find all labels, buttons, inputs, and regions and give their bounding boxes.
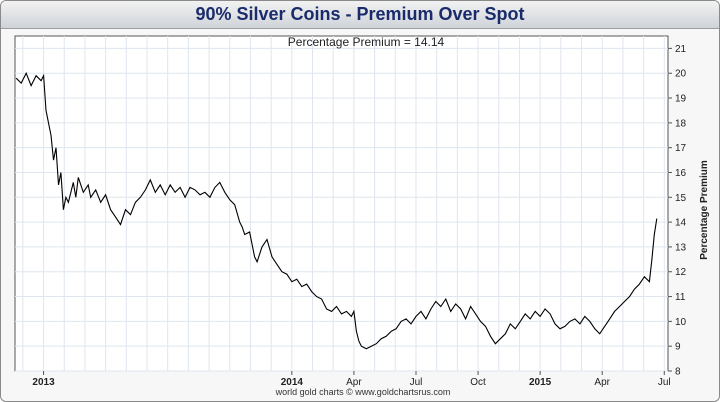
x-tick-label: 2015 bbox=[529, 377, 552, 388]
y-tick-label: 11 bbox=[675, 292, 686, 303]
x-tick-label: Oct bbox=[470, 377, 486, 388]
y-tick-label: 9 bbox=[675, 342, 681, 353]
y-axis: 8 9 10 11 12 13 14 15 16 17 18 19 20 21 bbox=[668, 44, 687, 378]
y-tick-label: 20 bbox=[675, 69, 687, 80]
x-tick-label: 2013 bbox=[32, 377, 55, 388]
y-tick-label: 21 bbox=[675, 44, 687, 55]
y-tick-label: 8 bbox=[675, 367, 681, 378]
x-tick-label: 2014 bbox=[281, 377, 304, 388]
y-tick-label: 15 bbox=[675, 193, 687, 204]
y-tick-label: 12 bbox=[675, 267, 687, 278]
credit-text: world gold charts © www.goldchartsrus.co… bbox=[275, 387, 451, 397]
x-tick-label: Jul bbox=[410, 377, 423, 388]
y-tick-label: 19 bbox=[675, 94, 687, 105]
x-tick-label: Apr bbox=[594, 377, 610, 388]
grid bbox=[15, 36, 668, 372]
x-tick-label: Jul bbox=[658, 377, 671, 388]
y-tick-label: 14 bbox=[675, 218, 687, 229]
x-tick-label: Apr bbox=[346, 377, 362, 388]
chart-title: 90% Silver Coins - Premium Over Spot bbox=[1, 1, 719, 29]
y-tick-label: 18 bbox=[675, 118, 687, 129]
y-axis-label: Percentage Premium bbox=[699, 160, 710, 260]
y-tick-label: 16 bbox=[675, 168, 687, 179]
series-line bbox=[15, 71, 658, 350]
chart-annotation: Percentage Premium = 14.14 bbox=[288, 35, 445, 49]
y-tick-label: 13 bbox=[675, 242, 687, 253]
y-tick-label: 10 bbox=[675, 317, 687, 328]
x-axis: 2013 2014 Apr Jul Oct 2015 Apr Jul bbox=[32, 371, 671, 388]
y-tick-label: 17 bbox=[675, 143, 687, 154]
plot-area bbox=[14, 35, 669, 372]
